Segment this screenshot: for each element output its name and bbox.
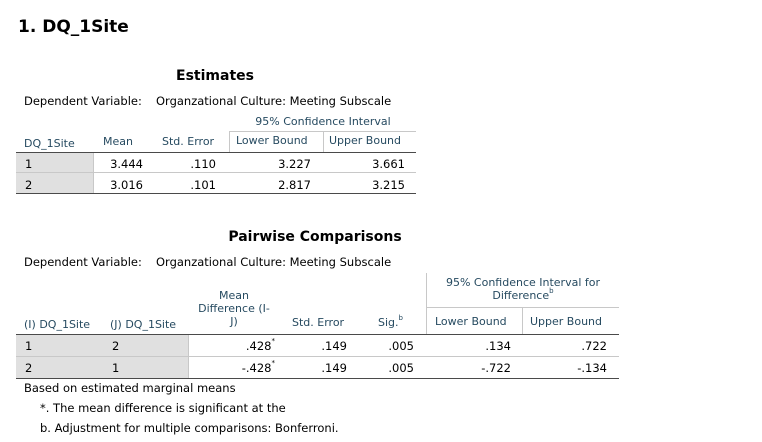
row-mean: 3.016 — [110, 178, 143, 192]
row-site: 1 — [25, 157, 33, 171]
sig-sup: b — [398, 314, 403, 322]
row-mean: 3.444 — [110, 157, 143, 171]
md-sup: * — [271, 337, 276, 345]
row-upper-bound: .722 — [581, 339, 607, 353]
pairwise-ci-header: 95% Confidence Interval for Differenceb — [427, 276, 619, 302]
col-header-sig: Sig.b — [378, 314, 403, 329]
footnote-based-on: Based on estimated marginal means — [24, 381, 236, 395]
col-header-lower-bound: Lower Bound — [236, 134, 308, 147]
estimates-ci-header: 95% Confidence Interval — [255, 115, 391, 128]
row-mean-difference: .428* — [190, 337, 276, 353]
md-sup: * — [271, 359, 276, 367]
footnote-b: b. Adjustment for multiple comparisons: … — [40, 421, 339, 435]
dep-var-label: Dependent Variable: — [24, 94, 142, 108]
col-header-mean: Mean — [103, 135, 133, 148]
row-std-error: .101 — [190, 178, 216, 192]
row-upper-bound: 3.661 — [372, 157, 405, 171]
row-std-error: .149 — [321, 361, 347, 375]
md-value: .428 — [245, 339, 272, 353]
col-header-lower-bound: Lower Bound — [435, 315, 507, 328]
estimates-dependent-variable: Dependent Variable: Organzational Cultur… — [24, 94, 391, 108]
estimates-title: Estimates — [176, 68, 254, 84]
row-upper-bound: 3.215 — [372, 178, 405, 192]
md-line3: J) — [230, 315, 238, 328]
footnote-star: *. The mean difference is significant at… — [40, 401, 286, 415]
row-std-error: .110 — [190, 157, 216, 171]
page-heading: 1. DQ_1Site — [18, 17, 129, 37]
col-header-dq1site: DQ_1Site — [24, 137, 75, 150]
row-upper-bound: -.134 — [577, 361, 607, 375]
row-j-site: 2 — [112, 339, 120, 353]
col-header-upper-bound: Upper Bound — [530, 315, 603, 328]
dep-var-value: Organzational Culture: Meeting Subscale — [156, 94, 392, 108]
row-sig: .005 — [388, 361, 414, 375]
md-line2: Difference (I- — [198, 302, 270, 315]
ci-header-line2: Difference — [492, 289, 550, 302]
col-header-mean-difference: Mean Difference (I- J) — [190, 289, 278, 328]
pairwise-title: Pairwise Comparisons — [228, 229, 402, 245]
col-header-std-error: Std. Error — [162, 135, 215, 148]
md-line1: Mean — [219, 289, 249, 302]
row-site: 2 — [25, 178, 33, 192]
row-mean-difference: -.428* — [190, 359, 276, 375]
row-j-site: 1 — [112, 361, 120, 375]
row-lower-bound: -.722 — [481, 361, 511, 375]
row-i-site: 1 — [25, 339, 33, 353]
ci-header-sup: b — [549, 287, 554, 295]
row-lower-bound: 2.817 — [278, 178, 311, 192]
row-sig: .005 — [388, 339, 414, 353]
dep-var-value: Organzational Culture: Meeting Subscale — [156, 255, 392, 269]
row-lower-bound: .134 — [485, 339, 511, 353]
row-i-site: 2 — [25, 361, 33, 375]
col-header-std-error: Std. Error — [292, 316, 345, 329]
col-header-i-site: (I) DQ_1Site — [24, 318, 91, 331]
sig-label: Sig. — [378, 316, 399, 329]
dep-var-label: Dependent Variable: — [24, 255, 142, 269]
md-value: -.428 — [241, 361, 272, 375]
row-lower-bound: 3.227 — [278, 157, 311, 171]
col-header-j-site: (J) DQ_1Site — [110, 318, 177, 331]
pairwise-dependent-variable: Dependent Variable: Organzational Cultur… — [24, 255, 391, 269]
row-std-error: .149 — [321, 339, 347, 353]
ci-header-line1: 95% Confidence Interval for — [445, 276, 601, 289]
col-header-upper-bound: Upper Bound — [329, 134, 402, 147]
